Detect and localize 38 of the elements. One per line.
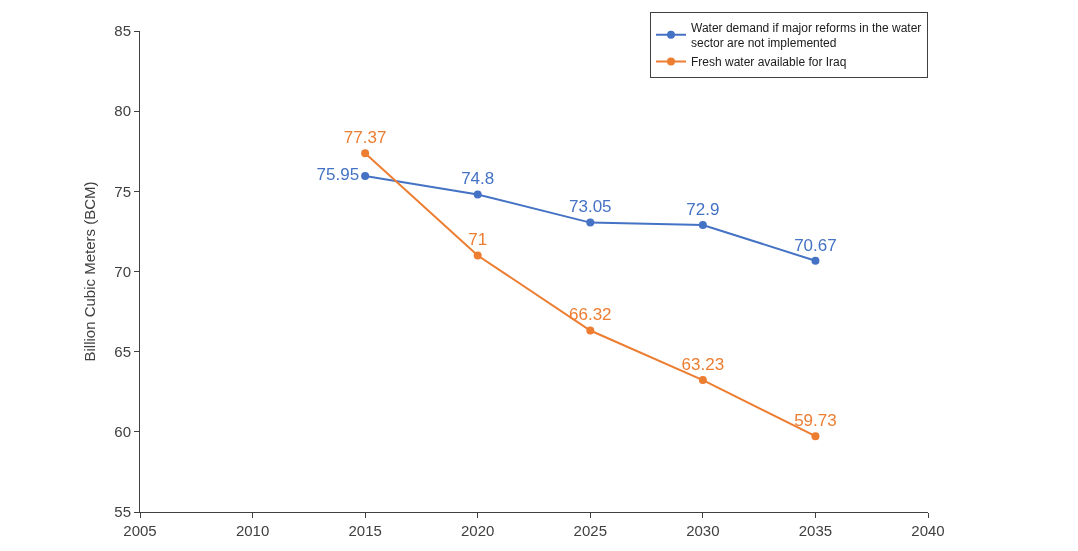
point	[811, 432, 820, 441]
y-tick-label: 75	[114, 182, 131, 200]
legend-label: Fresh water available for Iraq	[691, 55, 847, 70]
data-label: 71	[468, 230, 488, 250]
data-label: 70.67	[794, 235, 837, 255]
data-label: 72.9	[686, 199, 720, 219]
y-tick-label: 60	[114, 423, 131, 441]
x-tick-label: 2040	[911, 522, 945, 539]
point	[361, 149, 370, 158]
y-tick-label: 55	[114, 503, 131, 521]
point	[811, 256, 820, 265]
y-axis-title: Billion Cubic Meters (BCM)	[80, 181, 98, 362]
data-label: 75.95	[316, 165, 360, 185]
legend-label: Water demand if major reforms in the water sector are not implemented	[691, 20, 922, 51]
point	[586, 218, 595, 227]
data-label: 74.8	[461, 169, 495, 189]
point	[473, 251, 482, 260]
y-tick-label: 85	[114, 22, 131, 40]
data-label: 63.23	[681, 354, 725, 374]
data-label: 77.37	[343, 128, 387, 148]
y-tick-label: 70	[114, 262, 131, 280]
point	[698, 221, 707, 229]
x-tick-label: 2030	[686, 522, 720, 539]
x-tick-label: 2015	[348, 522, 382, 539]
x-tick-label: 2035	[798, 522, 833, 539]
x-tick-label: 2005	[123, 522, 157, 539]
point	[473, 190, 482, 199]
y-tick-label: 80	[114, 102, 131, 120]
x-tick-label: 2025	[573, 522, 607, 539]
data-label: 66.32	[569, 305, 612, 325]
point	[586, 326, 595, 335]
point	[698, 376, 707, 385]
data-label: 73.05	[569, 197, 612, 217]
data-label: 59.73	[794, 410, 837, 430]
point	[361, 172, 370, 181]
y-tick-label: 65	[114, 342, 131, 360]
x-tick-label: 2020	[461, 522, 495, 539]
x-tick-label: 2010	[235, 522, 270, 539]
